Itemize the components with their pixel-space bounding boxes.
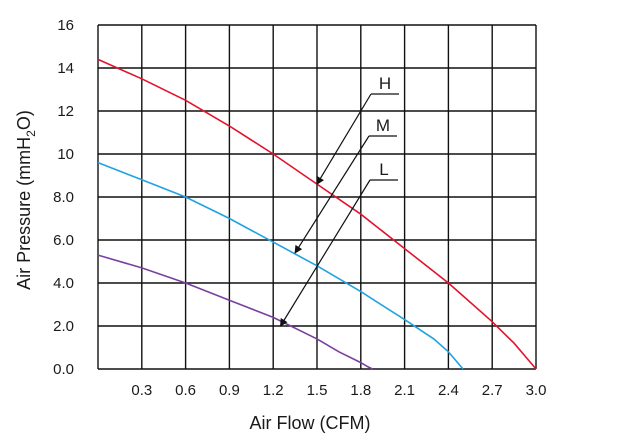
y-axis-title: Air Pressure (mmH2O) [14, 110, 38, 290]
x-tick-label: 2.1 [394, 382, 415, 399]
x-tick-label: 1.2 [263, 382, 284, 399]
callout-label-l: L [379, 160, 388, 179]
x-tick-labels: 0.3 0.6 0.9 1.2 1.5 1.8 2.1 2.4 2.7 3.0 [131, 382, 546, 399]
y-tick-label: 6.0 [53, 232, 74, 249]
y-tick-label: 2.0 [53, 318, 74, 335]
y-tick-label: 4.0 [53, 275, 74, 292]
y-tick-label: 12 [57, 103, 74, 120]
series-layer [97, 58, 537, 370]
x-tick-label: 0.3 [131, 382, 152, 399]
y-tick-label: 0.0 [53, 361, 74, 378]
x-tick-label: 1.5 [307, 382, 328, 399]
annotation-layer: H M L [279, 74, 399, 327]
callout-leader [294, 135, 370, 254]
y-tick-label: 14 [57, 60, 74, 77]
callout-label-h: H [379, 74, 391, 93]
y-tick-labels: 0.0 2.0 4.0 6.0 8.0 10 12 14 16 [53, 17, 74, 378]
y-axis-title-main: Air Pressure (mmH [14, 137, 34, 290]
series-line-m [97, 161, 464, 370]
series-line-l [97, 254, 373, 370]
x-tick-label: 0.9 [219, 382, 240, 399]
callout-label-m: M [376, 116, 390, 135]
series-line-h [97, 58, 537, 370]
callout-leader [279, 179, 371, 327]
x-tick-label: 2.4 [438, 382, 459, 399]
callout-leader [316, 93, 372, 185]
y-tick-label: 16 [57, 17, 74, 34]
x-tick-label: 1.8 [350, 382, 371, 399]
y-tick-label: 10 [57, 146, 74, 163]
x-tick-label: 3.0 [526, 382, 547, 399]
x-tick-label: 0.6 [175, 382, 196, 399]
y-axis-title-end: O) [14, 110, 34, 130]
y-axis-title-subscript: 2 [24, 130, 38, 137]
y-tick-label: 8.0 [53, 189, 74, 206]
x-axis-title: Air Flow (CFM) [250, 413, 371, 433]
gridlines [97, 24, 537, 370]
x-tick-label: 2.7 [482, 382, 503, 399]
